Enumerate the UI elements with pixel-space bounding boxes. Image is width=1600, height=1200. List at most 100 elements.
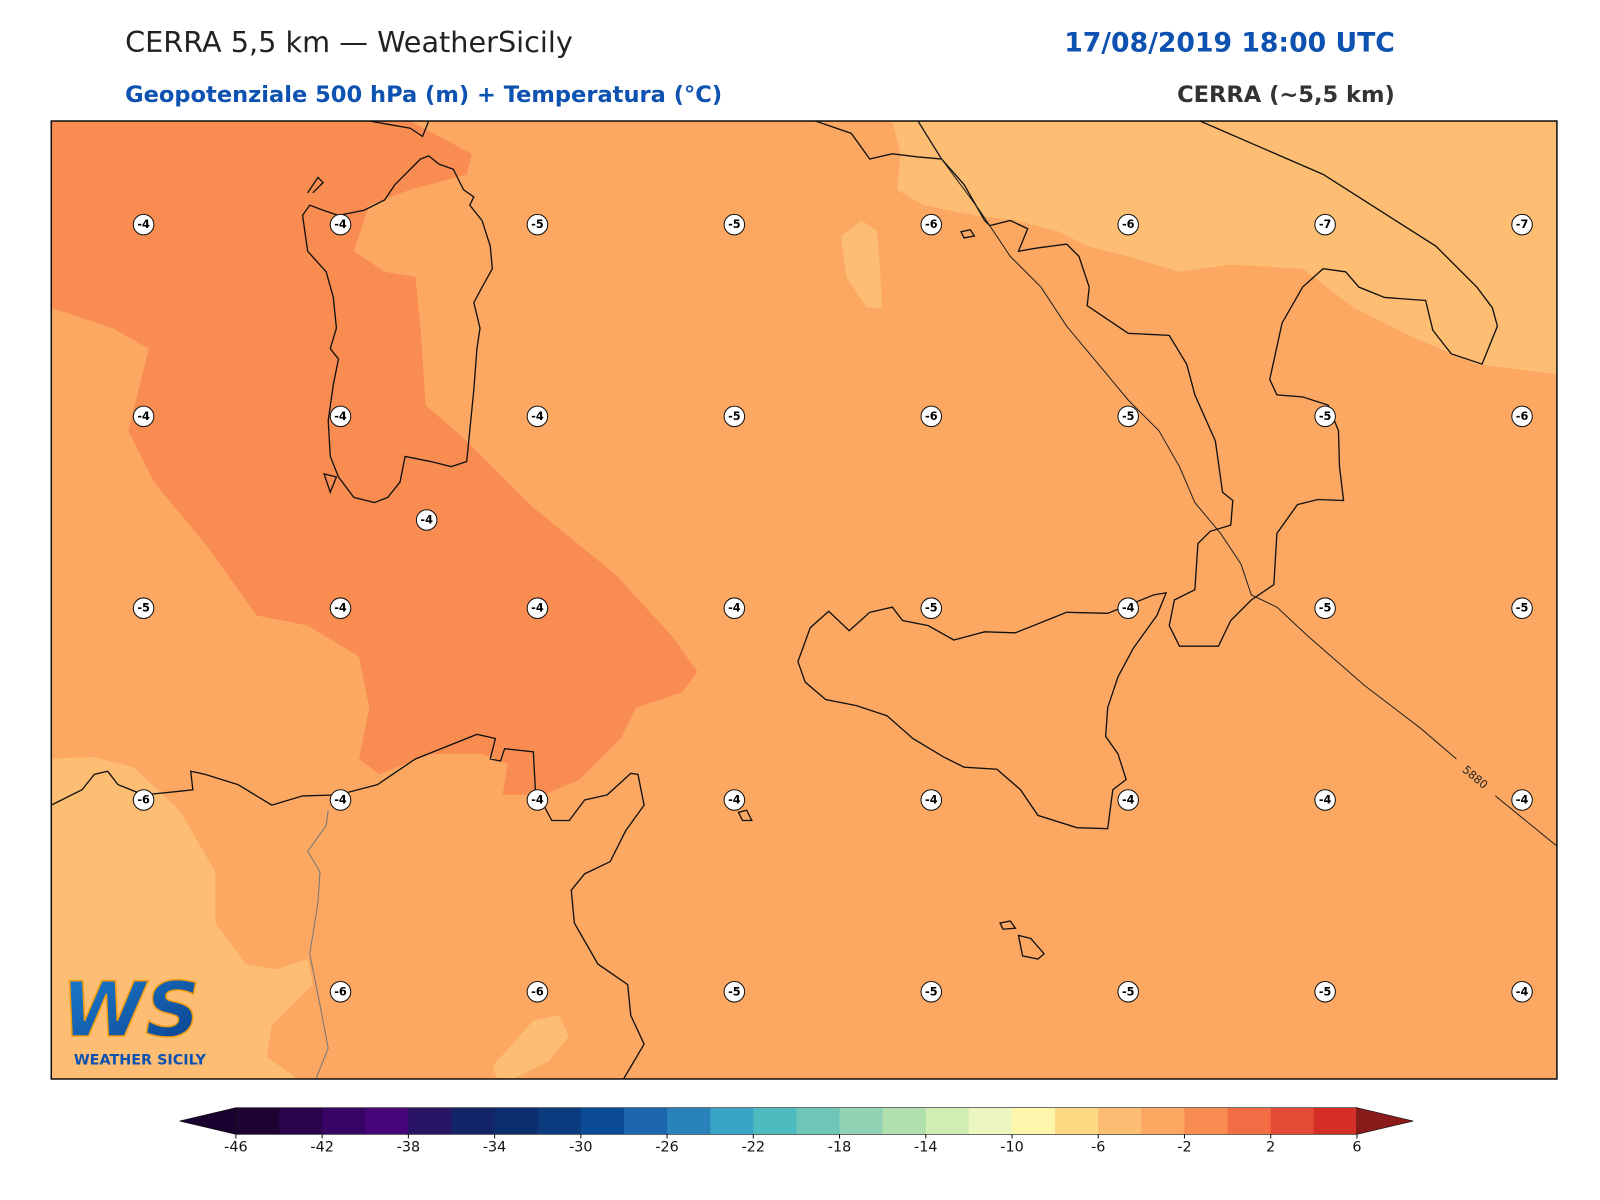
- colorbar-bin: [796, 1107, 841, 1135]
- colorbar-bin: [322, 1107, 366, 1135]
- station-marker: [132, 789, 155, 811]
- colorbar-bin: [1098, 1107, 1142, 1135]
- station-value: -6: [531, 985, 544, 998]
- colorbar-bin: [882, 1107, 927, 1135]
- station-value: -4: [137, 218, 150, 231]
- station-marker: [920, 789, 943, 811]
- station-value: -5: [1122, 410, 1135, 423]
- station-value: -4: [531, 602, 544, 615]
- station-marker: [920, 213, 943, 236]
- station-marker: [1511, 981, 1533, 1003]
- station-marker: [132, 597, 155, 619]
- station-value: -5: [728, 218, 741, 231]
- station-labels: -4 -4 -5 -5 -6 -6 -7 -7 -4 -4 -4 -5 -6 -5 -5 -6 -5 -4 -4 -4…: [132, 213, 1533, 1003]
- logo: WS WEATHER SICILY: [61, 965, 207, 1069]
- station-marker: [1511, 597, 1533, 619]
- coastlines: [51, 121, 1499, 1079]
- subtitle: Geopotenziale 500 hPa (m) + Temperatura …: [125, 82, 722, 108]
- colorbar-tick-label: -18: [828, 1140, 851, 1156]
- station-value: -7: [1516, 218, 1529, 231]
- station-marker: [920, 405, 943, 428]
- colorbar-bin: [451, 1107, 496, 1135]
- colorbar-tick-label: -38: [397, 1140, 420, 1156]
- station-value: -4: [1122, 602, 1135, 615]
- colorbar-bin: [235, 1107, 280, 1135]
- colorbar-bin: [1270, 1107, 1315, 1135]
- colorbar-tick-label: -26: [655, 1140, 678, 1156]
- station-value: -4: [1122, 794, 1135, 807]
- station-marker: [723, 597, 746, 619]
- station-value: -4: [728, 794, 741, 807]
- station-marker: [526, 405, 549, 428]
- title: CERRA 5,5 km — WeatherSicily: [125, 25, 573, 59]
- colorbar-bin: [408, 1107, 452, 1135]
- station-marker: [132, 405, 155, 428]
- station-marker: [1117, 213, 1139, 236]
- station-marker: [329, 597, 352, 619]
- station-value: -5: [728, 410, 741, 423]
- station-marker: [1314, 981, 1336, 1003]
- station-value: -4: [531, 794, 544, 807]
- colorbar-bin: [667, 1107, 711, 1135]
- station-marker: [526, 789, 549, 811]
- colorbar-bin: [365, 1107, 409, 1135]
- station-value: -4: [1319, 794, 1332, 807]
- station-value: -4: [137, 410, 150, 423]
- station-marker: [132, 213, 155, 236]
- colorbar-bin: [839, 1107, 884, 1135]
- colorbar-bin: [1184, 1107, 1229, 1135]
- colorbar-bin: [494, 1107, 539, 1135]
- station-value: -6: [1122, 218, 1135, 231]
- map-frame: [50, 120, 1558, 1080]
- colorbar-bin: [580, 1107, 625, 1135]
- station-marker: [1314, 597, 1336, 619]
- station-value: -5: [925, 602, 938, 615]
- colorbar-over: [1356, 1107, 1414, 1135]
- colorbar-frame: [235, 1107, 1358, 1135]
- isohypse: [917, 121, 1557, 847]
- colorbar-bin: [1011, 1107, 1056, 1135]
- station-marker: [723, 213, 746, 236]
- colorbar-bin: [968, 1107, 1013, 1135]
- station-value: -5: [728, 985, 741, 998]
- colorbar-tick-label: -30: [569, 1140, 592, 1156]
- datetime: 17/08/2019 18:00 UTC: [1064, 28, 1395, 59]
- station-value: -4: [420, 514, 433, 527]
- station-value: -6: [925, 410, 938, 423]
- station-value: -5: [137, 602, 150, 615]
- map-area: 5880 -4 -4 -5 -5 -6 -6 -7 -7-4 -4 -4 -5 -6 -5 -5 -6-5-…: [51, 121, 1557, 1079]
- station-value: -4: [334, 794, 347, 807]
- station-marker: [1314, 789, 1336, 811]
- colorbar-bin: [1055, 1107, 1099, 1135]
- colorbar-tick-label: -42: [310, 1140, 333, 1156]
- station-marker: [1117, 405, 1139, 428]
- station-value: -5: [1516, 602, 1529, 615]
- colorbar-tick-label: -46: [224, 1140, 247, 1156]
- station-marker: [415, 509, 438, 531]
- station-marker: [1117, 789, 1139, 811]
- station-marker: [1314, 405, 1336, 428]
- logo-initials: WS: [62, 966, 200, 1054]
- station-value: -4: [925, 794, 938, 807]
- station-marker: [1511, 789, 1533, 811]
- colorbar-bin: [623, 1107, 668, 1135]
- model-label: CERRA (~5,5 km): [1177, 82, 1395, 108]
- colorbar-bin: [753, 1107, 797, 1135]
- station-value: -6: [137, 794, 150, 807]
- station-marker: [1511, 405, 1533, 428]
- colorbar-bin: [279, 1107, 323, 1135]
- colorbar-tick-label: -2: [1177, 1140, 1191, 1156]
- station-marker: [526, 597, 549, 619]
- station-marker: [723, 981, 746, 1003]
- logo-name: WEATHER SICILY: [74, 1053, 207, 1069]
- station-value: -5: [925, 985, 938, 998]
- colorbar-tick-label: -6: [1091, 1140, 1105, 1156]
- colorbar-bin: [710, 1107, 754, 1135]
- station-marker: [1117, 597, 1139, 619]
- station-marker: [920, 981, 943, 1003]
- colorbar-tick-label: -14: [914, 1140, 937, 1156]
- colorbar-tick-label: -34: [483, 1140, 506, 1156]
- station-value: -5: [1319, 985, 1332, 998]
